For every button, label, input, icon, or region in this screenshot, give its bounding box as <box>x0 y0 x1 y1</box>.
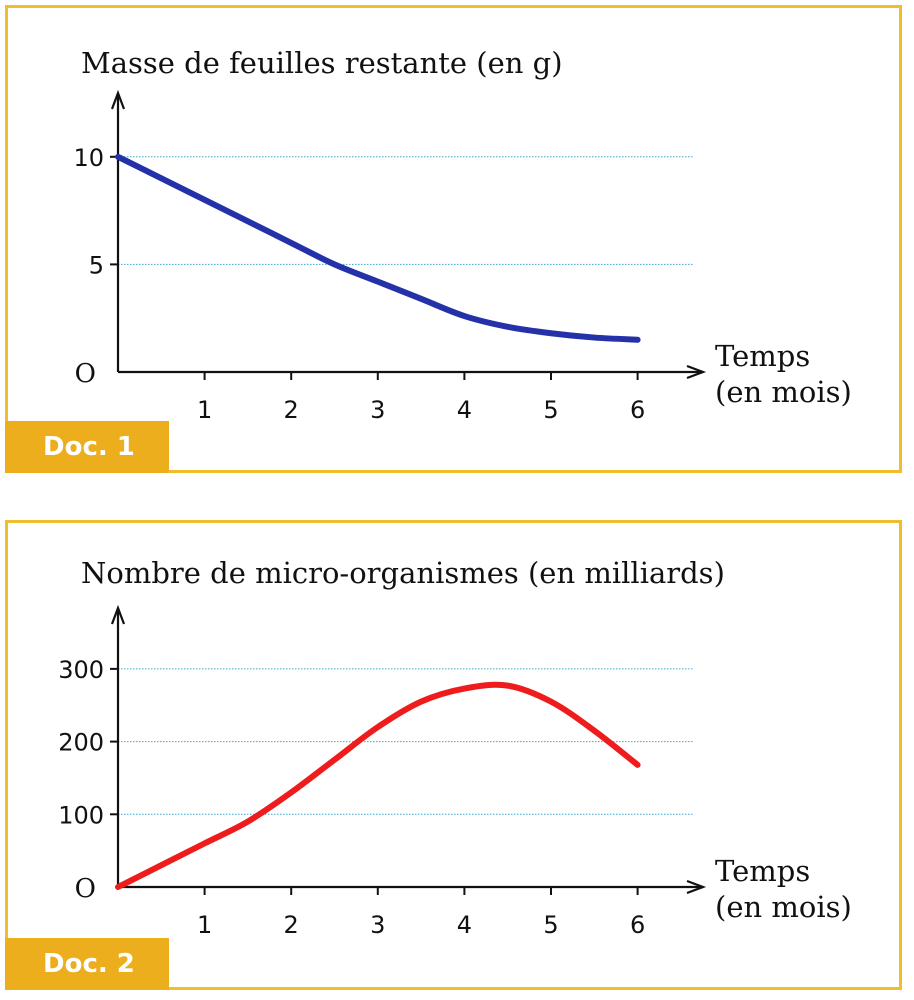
x-tick-label: 2 <box>284 911 299 939</box>
origin-label: O <box>75 874 96 904</box>
origin-label: O <box>75 359 96 389</box>
x-tick-label: 5 <box>543 911 558 939</box>
x-axis-label: Temps <box>715 854 810 888</box>
chart-doc1: Masse de feuilles restante (en g) 5 10 O 1 2 3… <box>73 46 852 424</box>
chart-title: Nombre de micro-organismes (en milliards… <box>81 556 725 590</box>
chart-doc2: Nombre de micro-organismes (en milliards… <box>58 556 852 939</box>
x-axis-label: (en mois) <box>715 890 852 924</box>
y-axis-arrow-icon <box>110 604 126 625</box>
x-axis-arrow-icon <box>686 364 707 380</box>
chart-panel-doc1: Masse de feuilles restante (en g) 5 10 O 1 2 3… <box>5 5 902 473</box>
series-line <box>115 153 641 343</box>
x-tick-label: 4 <box>457 911 472 939</box>
y-tick-label: 300 <box>58 656 104 684</box>
y-tick-label: 5 <box>89 251 104 279</box>
x-axis-label: (en mois) <box>715 375 852 409</box>
x-tick-label: 1 <box>197 396 212 424</box>
chart-panel-doc2: Nombre de micro-organismes (en milliards… <box>5 520 902 990</box>
x-tick-label: 3 <box>370 911 385 939</box>
x-tick-label: 2 <box>284 396 299 424</box>
x-tick-label: 3 <box>370 396 385 424</box>
chart-title: Masse de feuilles restante (en g) <box>81 46 563 80</box>
doc-label: Doc. 2 <box>5 938 169 990</box>
x-axis-label: Temps <box>715 339 810 373</box>
y-tick-label: 10 <box>73 144 104 172</box>
y-tick-label: 100 <box>58 801 104 829</box>
x-tick-label: 1 <box>197 911 212 939</box>
y-axis-arrow-icon <box>110 89 126 110</box>
y-tick-label: 200 <box>58 729 104 757</box>
doc-label: Doc. 1 <box>5 421 169 473</box>
x-tick-label: 6 <box>630 396 645 424</box>
x-tick-label: 4 <box>457 396 472 424</box>
x-tick-label: 6 <box>630 911 645 939</box>
x-axis-arrow-icon <box>686 879 707 895</box>
series-line <box>115 681 641 890</box>
x-tick-label: 5 <box>543 396 558 424</box>
